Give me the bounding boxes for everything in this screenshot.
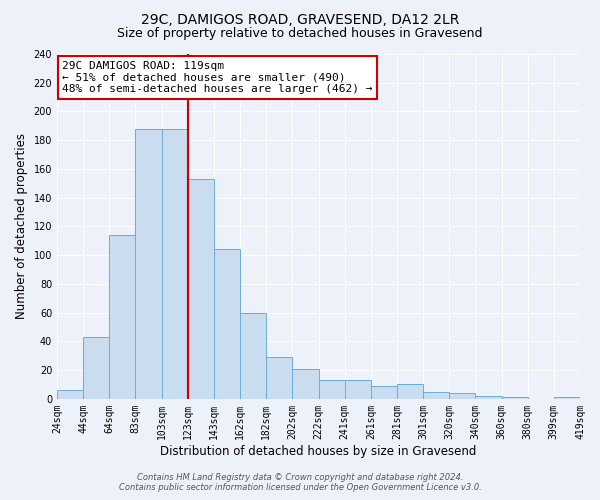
Bar: [423, 392, 449, 399]
Bar: [109, 235, 136, 399]
Bar: [240, 312, 266, 399]
Bar: [502, 398, 528, 399]
Bar: [266, 357, 292, 399]
Y-axis label: Number of detached properties: Number of detached properties: [15, 134, 28, 320]
Bar: [371, 386, 397, 399]
Bar: [397, 384, 423, 399]
Text: Contains HM Land Registry data © Crown copyright and database right 2024.
Contai: Contains HM Land Registry data © Crown c…: [119, 473, 481, 492]
Text: 29C, DAMIGOS ROAD, GRAVESEND, DA12 2LR: 29C, DAMIGOS ROAD, GRAVESEND, DA12 2LR: [141, 12, 459, 26]
Bar: [214, 250, 240, 399]
Bar: [319, 380, 344, 399]
Bar: [136, 128, 161, 399]
Bar: [554, 398, 580, 399]
Bar: [161, 128, 188, 399]
Text: 29C DAMIGOS ROAD: 119sqm
← 51% of detached houses are smaller (490)
48% of semi-: 29C DAMIGOS ROAD: 119sqm ← 51% of detach…: [62, 61, 373, 94]
Bar: [57, 390, 83, 399]
Bar: [449, 393, 475, 399]
X-axis label: Distribution of detached houses by size in Gravesend: Distribution of detached houses by size …: [160, 444, 477, 458]
Text: Size of property relative to detached houses in Gravesend: Size of property relative to detached ho…: [117, 28, 483, 40]
Bar: [188, 179, 214, 399]
Bar: [292, 368, 319, 399]
Bar: [475, 396, 502, 399]
Bar: [344, 380, 371, 399]
Bar: [83, 337, 109, 399]
